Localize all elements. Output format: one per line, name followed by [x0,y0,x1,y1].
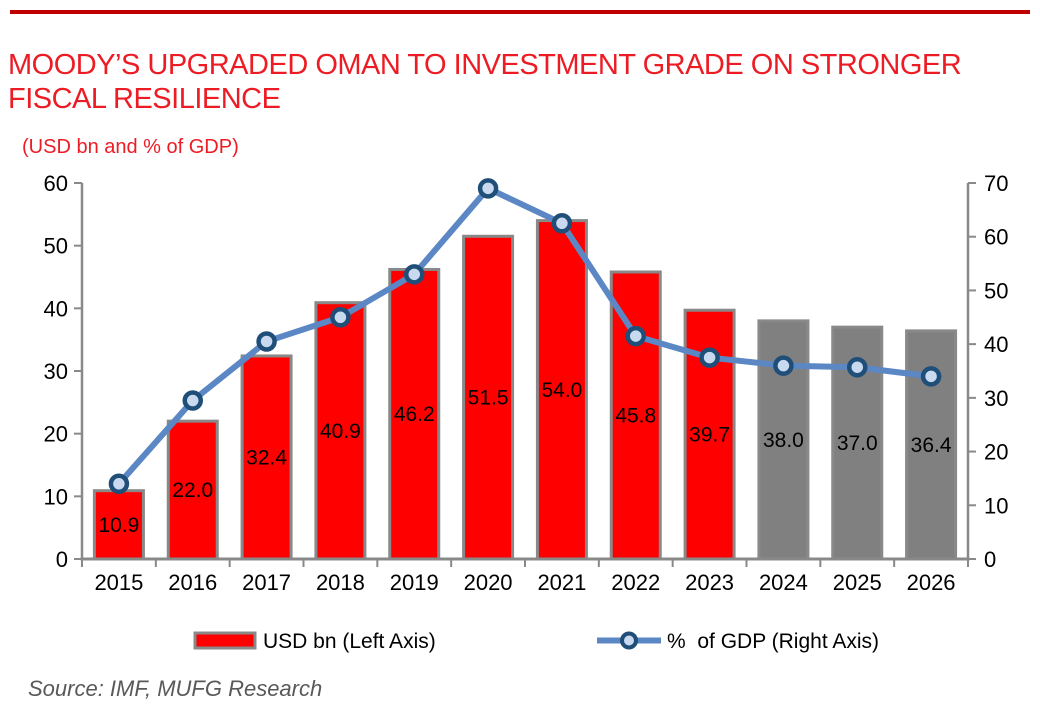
source-note: Source: IMF, MUFG Research [28,676,323,701]
gdp-marker-2022 [625,325,646,347]
gdp-marker-2019 [404,264,425,285]
right-axis-tick-label: 40 [984,332,1008,357]
chart-area: 0 10 20 30 40 50 60 0 10 20 30 40 50 60 70 2015 2016 2017… [0,160,1040,660]
top-rule [10,10,1030,14]
debt-chart: 0 10 20 30 40 50 60 0 10 20 30 40 50 60 70 2015 2016 2017… [44,171,1009,653]
bar-2020 [462,234,515,561]
left-axis-tick-label: 20 [44,422,68,447]
page-title: MOODY’S UPGRADED OMAN TO INVESTMENT GRAD… [8,48,962,116]
bar-2018 [314,301,367,561]
gdp-marker-2026 [920,366,942,387]
bar-value-label: 40.9 [320,420,361,443]
bar-value-label: 51.5 [468,387,509,410]
x-axis-category-label: 2021 [537,570,586,595]
left-axis-tick-label: 50 [44,234,68,259]
right-axis-tick-label: 50 [984,278,1008,303]
legend-line-marker [620,631,638,650]
bar-value-label: 37.0 [837,432,878,455]
gdp-marker-2025 [847,356,868,378]
legend-line-label: % of GDP (Right Axis) [667,630,879,653]
legend-bar-label: USD bn (Left Axis) [263,630,436,653]
gdp-marker-2024 [773,355,794,376]
x-axis-category-label: 2019 [390,570,439,595]
x-axis-category-label: 2018 [316,570,365,595]
bar-value-label: 32.4 [246,446,287,469]
x-axis-category-label: 2022 [611,570,660,595]
left-axis-tick-label: 10 [44,484,68,509]
x-axis-category-label: 2024 [759,570,808,595]
left-axis-tick-label: 30 [44,359,68,384]
gdp-marker-2015 [108,473,130,495]
bar-value-label: 10.9 [98,514,139,537]
x-axis-category-label: 2016 [168,570,217,595]
legend-bar-swatch [193,631,257,650]
gdp-marker-2021 [551,213,573,234]
left-axis-tick-label: 0 [56,547,68,572]
bar-2017 [240,354,293,561]
x-axis-category-label: 2017 [242,570,291,595]
bar-value-label: 38.0 [763,429,804,452]
bar-2021 [535,219,588,561]
right-axis-tick-label: 20 [984,440,1008,465]
x-axis-category-label: 2015 [94,570,143,595]
x-axis-category-label: 2026 [907,570,956,595]
bar-value-label: 22.0 [172,479,213,502]
right-axis-tick-label: 70 [984,171,1008,196]
gdp-marker-2020 [477,178,499,199]
right-axis-tick-label: 30 [984,386,1008,411]
bar-value-label: 45.8 [615,404,656,427]
x-axis-category-label: 2020 [464,570,513,595]
right-axis-tick-label: 10 [984,493,1008,518]
bar-value-label: 54.0 [541,379,582,402]
bar-value-label: 46.2 [394,403,435,426]
gdp-marker-2018 [330,307,351,328]
chart-subtitle: (USD bn and % of GDP) [22,136,239,158]
gdp-marker-2023 [699,347,720,368]
right-axis-tick-label: 0 [984,547,996,572]
bar-2022 [609,270,662,561]
bar-value-label: 36.4 [911,434,952,457]
x-axis-category-label: 2025 [833,570,882,595]
right-axis-tick-label: 60 [984,225,1008,250]
page-title-line2: FISCAL RESILIENCE [8,83,281,115]
gdp-line [116,185,932,486]
bar-value-label: 39.7 [689,424,730,447]
bar-2016 [166,419,219,561]
gdp-marker-2016 [182,390,203,411]
gdp-marker-2017 [256,331,277,352]
page-title-line1: MOODY’S UPGRADED OMAN TO INVESTMENT GRAD… [8,49,962,81]
x-axis-category-label: 2023 [685,570,734,595]
left-axis-tick-label: 40 [44,296,68,321]
left-axis-tick-label: 60 [44,171,68,196]
